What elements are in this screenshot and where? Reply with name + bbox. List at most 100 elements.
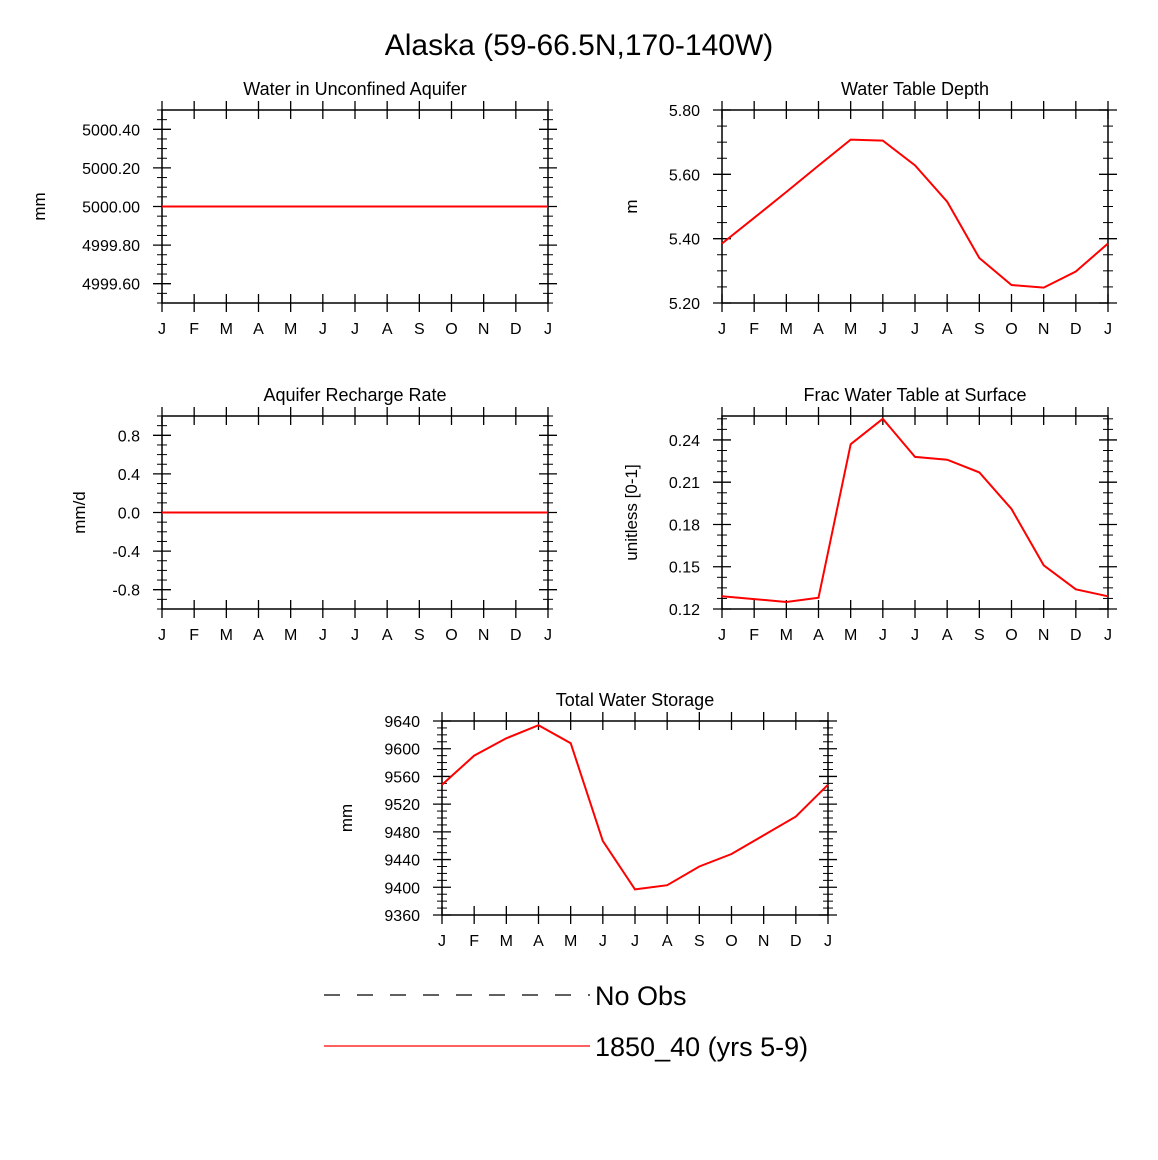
y-tick-label: 4999.60 [82,277,140,294]
x-tick-label: F [469,933,479,950]
x-tick-label: J [911,321,919,338]
y-axis-label: mm [30,192,49,220]
x-tick-label: F [189,321,199,338]
x-tick-label: J [718,321,726,338]
y-axis-label: m [622,199,641,213]
plot-frame [441,720,829,916]
x-tick-label: A [662,933,673,950]
y-tick-label: 9400 [384,880,420,897]
panel-total-water-storage: Total Water Storage J F M A M J J A S O N D J 9360 9400… [337,690,837,950]
plot-frame [721,109,1109,304]
y-tick-label: 4999.80 [82,238,140,255]
x-tick-label: S [414,321,425,338]
y-tick-label: -0.4 [112,544,140,561]
y-tick-label: 5.20 [669,296,700,313]
x-tick-label: J [599,933,607,950]
x-tick-label: S [974,627,985,644]
plot-frame [721,415,1109,610]
y-tick-label: 0.18 [669,517,700,534]
x-tick-label: J [911,627,919,644]
x-tick-label: O [1005,321,1017,338]
plot-title: Frac Water Table at Surface [803,385,1026,405]
y-tick-label: 9440 [384,853,420,870]
x-tick-label: J [544,321,552,338]
y-tick-label: 0.0 [118,506,140,523]
x-tick-label: F [749,321,759,338]
x-tick-label: J [824,933,832,950]
y-tick-label: -0.8 [112,583,140,600]
plot-title: Water Table Depth [841,79,989,99]
x-tick-label: A [942,321,953,338]
x-tick-label: J [1104,321,1112,338]
x-tick-label: O [445,627,457,644]
y-tick-label: 0.21 [669,475,700,492]
x-tick-label: J [631,933,639,950]
y-tick-label: 5000.40 [82,122,140,139]
x-tick-label: M [500,933,513,950]
x-tick-label: D [790,933,802,950]
y-tick-label: 5000.20 [82,161,140,178]
legend: No Obs 1850_40 (yrs 5-9) [324,981,808,1062]
x-tick-label: A [382,321,393,338]
x-tick-label: M [220,321,233,338]
plot-title: Water in Unconfined Aquifer [243,79,466,99]
y-tick-label: 5000.00 [82,200,140,217]
y-tick-label: 0.12 [669,602,700,619]
x-tick-label: M [284,627,297,644]
x-tick-label: A [533,933,544,950]
legend-label-no-obs: No Obs [595,981,687,1011]
x-tick-label: D [1070,627,1082,644]
x-tick-label: N [1038,321,1050,338]
x-tick-label: A [942,627,953,644]
x-tick-label: M [844,321,857,338]
x-tick-label: N [478,321,490,338]
x-tick-label: J [718,627,726,644]
series-line-1850-40-yrs-5-9- [441,724,829,891]
x-tick-label: A [813,321,824,338]
x-tick-label: J [351,321,359,338]
series-line-1850-40-yrs-5-9- [721,417,1109,604]
plot-title: Aquifer Recharge Rate [263,385,446,405]
x-tick-label: A [253,321,264,338]
x-tick-label: N [758,933,770,950]
y-tick-label: 9480 [384,825,420,842]
x-tick-label: O [1005,627,1017,644]
x-tick-label: J [319,321,327,338]
x-tick-label: S [414,627,425,644]
x-tick-label: N [1038,627,1050,644]
y-tick-label: 9360 [384,908,420,925]
panel-aquifer-recharge-rate: Aquifer Recharge Rate J F M A M J J A S O N D J -0.8 -0… [70,385,557,644]
x-tick-label: J [879,627,887,644]
x-tick-label: M [284,321,297,338]
x-tick-label: A [813,627,824,644]
y-tick-label: 9600 [384,742,420,759]
x-tick-label: S [694,933,705,950]
x-tick-label: J [319,627,327,644]
x-tick-label: M [844,627,857,644]
x-tick-label: A [382,627,393,644]
y-tick-label: 0.8 [118,428,140,445]
x-tick-label: M [564,933,577,950]
y-tick-label: 0.4 [118,467,140,484]
x-tick-label: N [478,627,490,644]
x-tick-label: M [780,627,793,644]
y-axis-label: unitless [0-1] [622,464,641,560]
panel-water-in-unconfined-aquifer: Water in Unconfined Aquifer J F M A M J J A S O N D J… [30,79,557,338]
x-tick-label: J [544,627,552,644]
y-tick-label: 0.15 [669,560,700,577]
x-tick-label: D [1070,321,1082,338]
y-tick-label: 5.40 [669,232,700,249]
y-tick-label: 5.60 [669,167,700,184]
y-axis-label: mm [337,804,356,832]
x-tick-label: D [510,321,522,338]
legend-label-model: 1850_40 (yrs 5-9) [595,1032,808,1062]
x-tick-label: J [158,321,166,338]
x-tick-label: J [879,321,887,338]
x-tick-label: J [158,627,166,644]
y-axis-label: mm/d [70,491,89,534]
x-tick-label: O [445,321,457,338]
panel-water-table-depth: Water Table Depth J F M A M J J A S O N D J 5.20 5.40 5.… [622,79,1117,338]
x-tick-label: A [253,627,264,644]
y-tick-label: 0.24 [669,433,700,450]
